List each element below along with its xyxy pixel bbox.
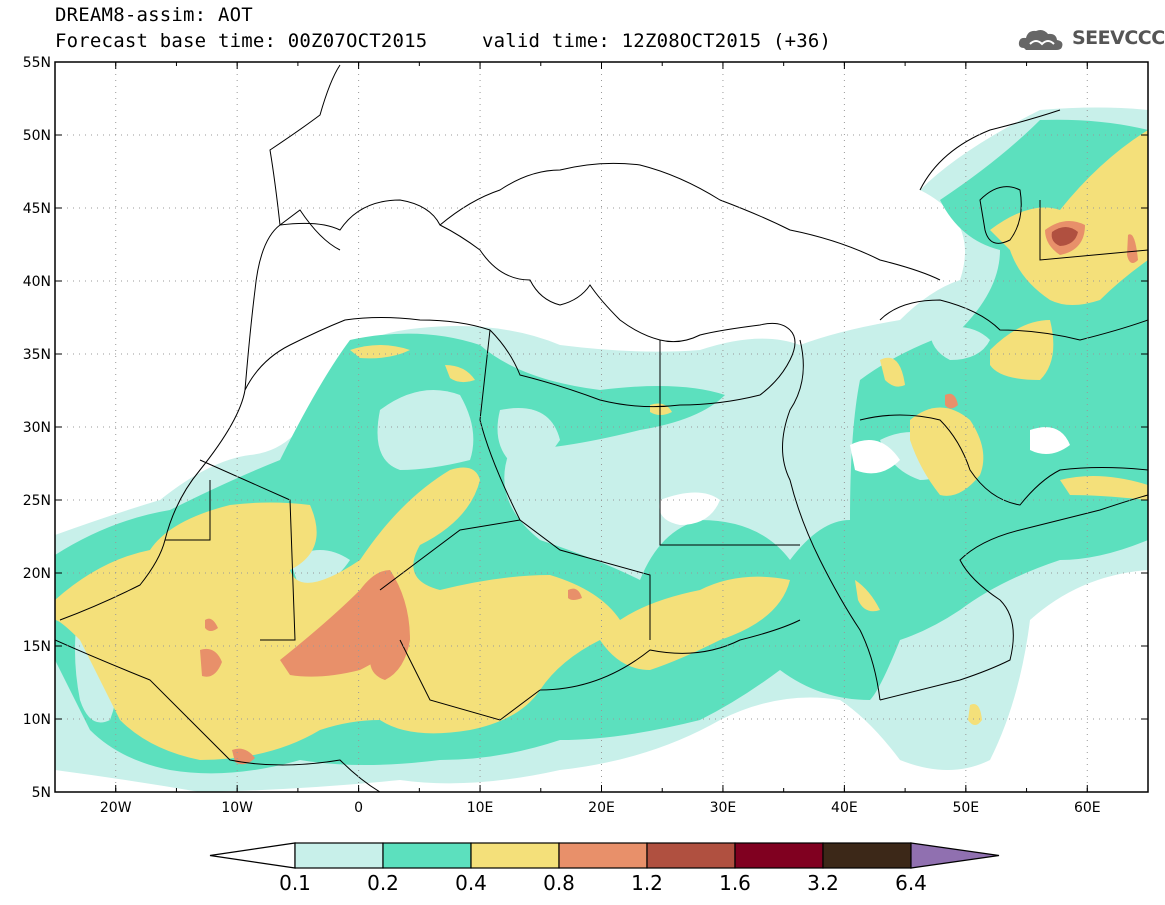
lat-label: 20N	[23, 566, 51, 582]
graticule	[55, 62, 1148, 792]
logo-text: SEEVCCC	[1072, 27, 1165, 49]
lat-label: 25N	[23, 493, 51, 509]
aot-band-0.4	[55, 467, 790, 760]
colorbar-label: 0.1	[279, 871, 311, 895]
valid-time: valid time: 12Z08OCT2015 (+36)	[482, 30, 832, 52]
lat-label: 15N	[23, 639, 51, 655]
lat-label: 35N	[23, 347, 51, 363]
colorbar-over-triangle	[910, 842, 1000, 869]
colorbar-box	[646, 842, 736, 869]
colorbar-box	[734, 842, 824, 869]
lon-label: 30E	[710, 800, 737, 816]
colorbar-label: 0.8	[543, 871, 575, 895]
aot-field	[55, 107, 1148, 792]
lon-label: 60E	[1074, 800, 1101, 816]
axis-ticks	[54, 61, 1149, 793]
lon-label: 40E	[831, 800, 858, 816]
lon-label: 20W	[100, 800, 132, 816]
lat-label: 45N	[23, 201, 51, 217]
colorbar-box	[822, 842, 912, 869]
lat-label: 30N	[23, 420, 51, 436]
colorbar-label: 0.4	[455, 871, 487, 895]
colorbar-box	[558, 842, 648, 869]
colorbar-label: 0.2	[367, 871, 399, 895]
lon-label: 50E	[952, 800, 979, 816]
coastlines	[55, 64, 1148, 792]
lat-label: 10N	[23, 712, 51, 728]
colorbar-under-triangle	[209, 842, 296, 869]
lon-label: 0	[354, 800, 363, 816]
lon-label: 20E	[588, 800, 615, 816]
lon-label: 10E	[467, 800, 494, 816]
colorbar-label: 6.4	[895, 871, 927, 895]
latitude-labels: 55N 50N 45N 40N 35N 30N 25N 20N 15N 10N 5N	[23, 55, 51, 801]
seevccc-logo	[1018, 30, 1063, 50]
lat-label: 5N	[32, 785, 51, 801]
aot-band-1.2	[1051, 227, 1078, 246]
longitude-labels: 20W 10W 0 10E 20E 30E 40E 50E 60E	[100, 800, 1101, 816]
colorbar-box	[470, 842, 560, 869]
aot-band-0.8	[280, 570, 410, 677]
colorbar-label: 3.2	[807, 871, 839, 895]
forecast-base-time: Forecast base time: 00Z07OCT2015	[55, 30, 428, 52]
map-title: DREAM8-assim: AOT	[55, 4, 253, 26]
colorbar	[209, 842, 1000, 869]
colorbar-labels: 0.1 0.2 0.4 0.8 1.2 1.6 3.2 6.4	[279, 871, 927, 895]
colorbar-box	[294, 842, 384, 869]
colorbar-label: 1.6	[719, 871, 751, 895]
lat-label: 50N	[23, 128, 51, 144]
lat-label: 40N	[23, 274, 51, 290]
colorbar-label: 1.2	[631, 871, 663, 895]
lat-label: 55N	[23, 55, 51, 71]
lon-label: 10W	[221, 800, 253, 816]
colorbar-box	[382, 842, 472, 869]
